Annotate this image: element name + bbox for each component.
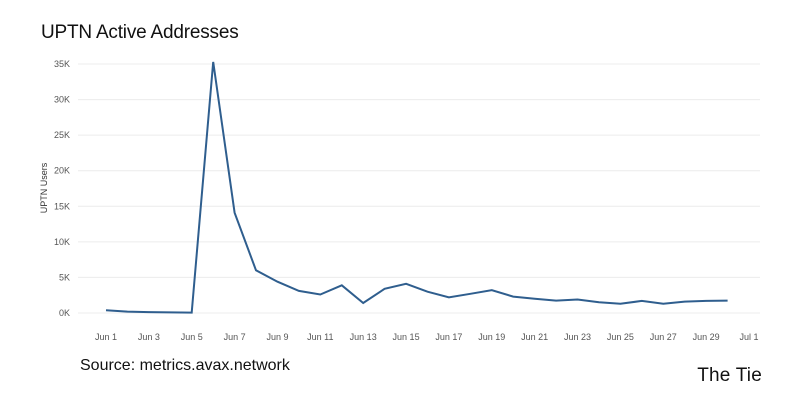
series-layer (105, 61, 728, 314)
y-tick-label: 0K (59, 308, 70, 318)
grid-lines (78, 63, 760, 314)
x-tick-label: Jun 25 (607, 332, 634, 342)
x-axis-ticks: Jun 1 Jun 3 Jun 5 Jun 7 Jun 9 Jun 11 Jun 13 Jun… (95, 332, 759, 342)
x-tick-label: Jun 13 (350, 332, 377, 342)
y-tick-label: 30K (54, 95, 70, 105)
chart-title: UPTN Active Addresses (41, 22, 239, 43)
x-tick-label: Jun 5 (181, 332, 203, 342)
x-tick-label: Jun 9 (266, 332, 288, 342)
y-tick-label: 25K (54, 130, 70, 140)
x-tick-label: Jun 17 (435, 332, 462, 342)
x-tick-label: Jun 15 (393, 332, 420, 342)
x-tick-label: Jun 23 (564, 332, 591, 342)
y-axis-ticks: 0K 5K 10K 15K 20K 25K 30K 35K (54, 59, 70, 318)
x-tick-label: Jun 29 (693, 332, 720, 342)
brand-logo: The Tie (697, 365, 762, 386)
x-tick-label: Jun 19 (478, 332, 505, 342)
y-tick-label: 10K (54, 237, 70, 247)
x-tick-label: Jun 1 (95, 332, 117, 342)
y-tick-label: 20K (54, 166, 70, 176)
x-tick-label: Jun 11 (307, 332, 333, 342)
series-line (105, 61, 728, 314)
x-tick-label: Jun 7 (224, 332, 246, 342)
x-tick-label: Jun 21 (521, 332, 548, 342)
x-tick-label: Jun 27 (650, 332, 677, 342)
y-tick-label: 5K (59, 272, 70, 282)
x-tick-label: Jun 3 (138, 332, 160, 342)
y-tick-label: 15K (54, 201, 70, 211)
y-axis-label: UPTN Users (39, 162, 49, 213)
x-tick-label: Jul 1 (739, 332, 758, 342)
y-tick-label: 35K (54, 59, 70, 69)
source-note: Source: metrics.avax.network (80, 357, 290, 374)
